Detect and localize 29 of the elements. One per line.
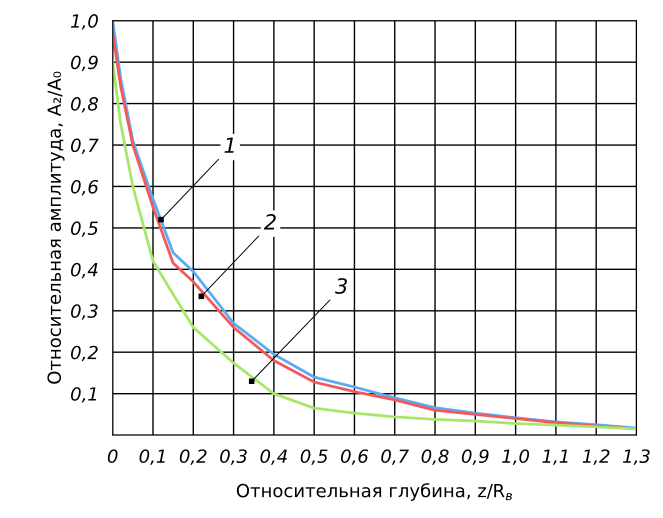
x-tick-label: 0,9 (462, 449, 489, 465)
y-tick-label: 0,9 (71, 56, 98, 72)
y-tick-label: 0,1 (71, 387, 96, 403)
x-tick-label: 0,3 (220, 449, 247, 465)
x-tick-label: 0,4 (260, 449, 287, 465)
annotation: 2 (264, 214, 276, 230)
y-tick-label: 1,0 (70, 14, 98, 30)
y-tick-label: 0,8 (71, 97, 98, 113)
annotation: 3 (335, 278, 347, 294)
y-tick-label: 0,6 (71, 180, 98, 196)
x-tick-label: 1,0 (502, 449, 530, 465)
x-tick-label: 1,3 (623, 449, 650, 465)
x-tick-label: 0,8 (422, 449, 449, 465)
y-tick-label: 0,5 (71, 221, 98, 237)
annotation: 1 (224, 138, 234, 153)
y-tick-label: 0,3 (71, 304, 98, 320)
x-tick-label: 0 (108, 449, 118, 463)
x-tick-label: 0,1 (140, 449, 165, 465)
x-tick-label: 0,6 (340, 449, 368, 465)
y-tick-label: 0,4 (71, 262, 98, 278)
x-tick-label: 0,7 (381, 449, 409, 465)
x-tick-label: 1,1 (542, 450, 568, 465)
x-tick-label: 0,2 (180, 449, 207, 465)
y-axis-title: Относительная амплитуда, A₂/A₀ (47, 72, 65, 384)
x-tick-label: 1,2 (582, 449, 610, 465)
x-axis-title: Относительная глубина, z/R$_{в}$ (236, 483, 512, 501)
y-tick-label: 0,7 (71, 138, 99, 154)
x-tick-label: 0,5 (300, 449, 328, 465)
y-tick-label: 0,2 (71, 346, 98, 362)
